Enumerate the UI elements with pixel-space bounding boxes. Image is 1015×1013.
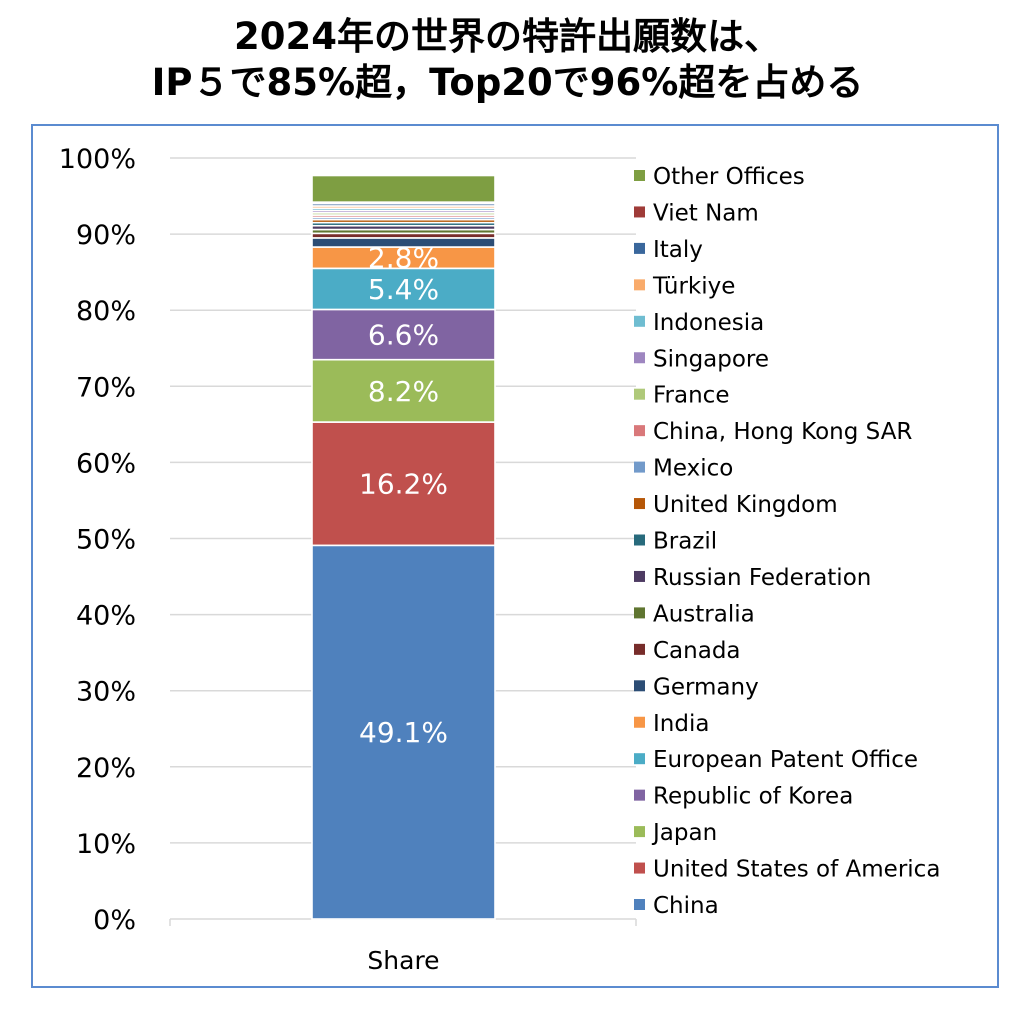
legend-label: European Patent Office bbox=[653, 747, 918, 773]
legend-swatch bbox=[634, 607, 645, 618]
y-tick-label: 100% bbox=[59, 144, 136, 175]
legend-label: Japan bbox=[651, 820, 717, 846]
legend-label: United States of America bbox=[653, 857, 940, 883]
legend-swatch bbox=[634, 425, 645, 436]
legend-swatch bbox=[634, 717, 645, 728]
legend-swatch bbox=[634, 863, 645, 874]
legend-swatch bbox=[634, 498, 645, 509]
legend-swatch bbox=[634, 462, 645, 473]
legend-label: Singapore bbox=[653, 346, 769, 372]
legend-label: Australia bbox=[653, 601, 755, 627]
legend-label: Other Offices bbox=[653, 164, 805, 190]
legend-label: Brazil bbox=[653, 529, 717, 555]
data-label: 5.4% bbox=[368, 273, 439, 306]
legend-swatch bbox=[634, 206, 645, 217]
legend-swatch bbox=[634, 571, 645, 582]
legend-swatch bbox=[634, 899, 645, 910]
legend-label: Indonesia bbox=[653, 310, 764, 336]
y-tick-label: 0% bbox=[93, 905, 136, 936]
y-tick-label: 60% bbox=[76, 448, 136, 479]
legend-swatch bbox=[634, 389, 645, 400]
y-tick-label: 90% bbox=[76, 220, 136, 251]
legend-label: Türkiye bbox=[652, 273, 735, 299]
legend-swatch bbox=[634, 316, 645, 327]
y-tick-label: 20% bbox=[76, 753, 136, 784]
legend-swatch bbox=[634, 243, 645, 254]
bar-segment bbox=[312, 238, 495, 247]
y-tick-label: 10% bbox=[76, 829, 136, 860]
y-tick-label: 70% bbox=[76, 372, 136, 403]
legend-label: Italy bbox=[653, 237, 703, 263]
y-tick-label: 40% bbox=[76, 601, 136, 632]
y-tick-label: 30% bbox=[76, 677, 136, 708]
legend-label: Russian Federation bbox=[653, 565, 871, 591]
legend-label: India bbox=[653, 711, 709, 737]
legend-swatch bbox=[634, 170, 645, 181]
legend-swatch bbox=[634, 680, 645, 691]
legend-swatch bbox=[634, 790, 645, 801]
legend-label: Republic of Korea bbox=[653, 784, 853, 810]
data-label: 49.1% bbox=[359, 716, 448, 749]
data-label: 16.2% bbox=[359, 468, 448, 501]
legend-label: Viet Nam bbox=[653, 200, 759, 226]
y-tick-label: 50% bbox=[76, 525, 136, 556]
legend-swatch bbox=[634, 826, 645, 837]
legend-label: Germany bbox=[653, 674, 759, 700]
data-label: 6.6% bbox=[368, 319, 439, 352]
legend-label: France bbox=[653, 383, 729, 409]
x-tick-label: Share bbox=[367, 946, 439, 975]
legend-label: China bbox=[653, 893, 719, 919]
legend-swatch bbox=[634, 352, 645, 363]
legend-swatch bbox=[634, 753, 645, 764]
legend-label: Mexico bbox=[653, 456, 733, 482]
data-label: 8.2% bbox=[368, 375, 439, 408]
legend-label: China, Hong Kong SAR bbox=[653, 419, 912, 445]
legend-swatch bbox=[634, 535, 645, 546]
legend-swatch bbox=[634, 279, 645, 290]
legend-label: Canada bbox=[653, 638, 741, 664]
bar-segment bbox=[312, 176, 495, 203]
legend-swatch bbox=[634, 644, 645, 655]
legend-label: United Kingdom bbox=[653, 492, 838, 518]
y-tick-label: 80% bbox=[76, 296, 136, 327]
